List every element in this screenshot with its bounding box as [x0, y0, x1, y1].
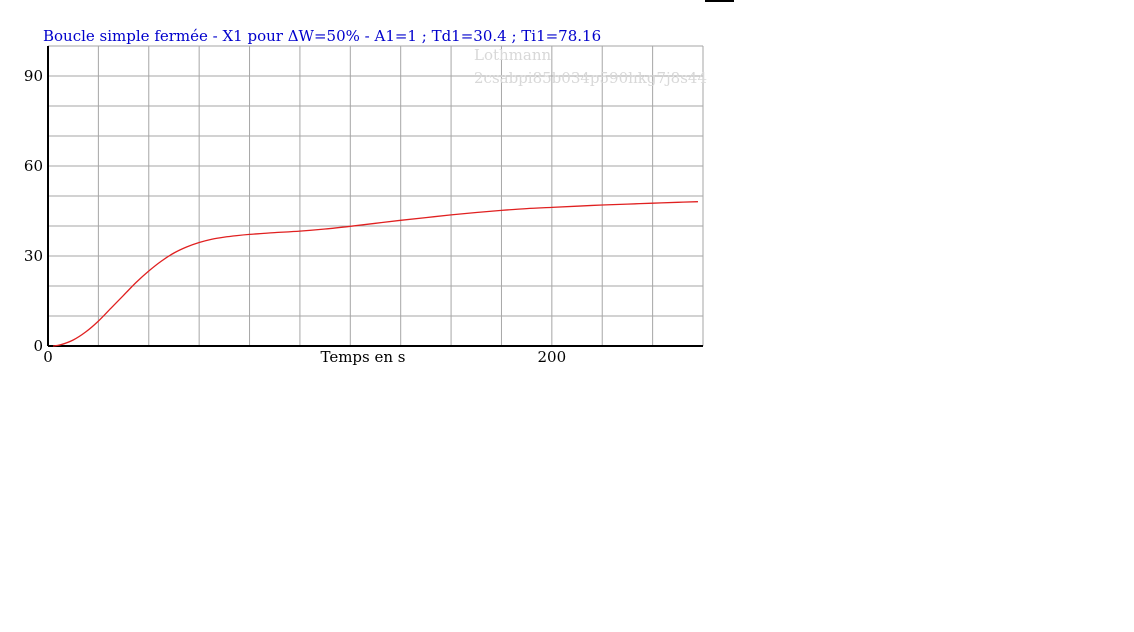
- y-tick-label: 90: [24, 67, 43, 85]
- top-marker-bar: [705, 0, 734, 2]
- x-tick-labels: 0 200: [43, 348, 566, 366]
- grid: [47, 45, 704, 347]
- x-tick-label: 200: [538, 348, 567, 366]
- y-tick-labels: 0 30 60 90: [24, 67, 43, 355]
- series-line-x1: [52, 201, 698, 347]
- x-axis-label: Temps en s: [320, 348, 405, 366]
- watermark-name: Lothmann: [474, 46, 552, 64]
- y-tick-label: 30: [24, 247, 43, 265]
- x-tick-label: 0: [43, 348, 53, 366]
- series-group: [52, 201, 698, 347]
- chart-title: Boucle simple fermée - X1 pour ΔW=50% - …: [43, 27, 601, 45]
- watermark-code: 2csabpi85b034p590hkg7j8s44: [474, 69, 707, 87]
- y-tick-label: 60: [24, 157, 43, 175]
- y-tick-label: 0: [33, 337, 43, 355]
